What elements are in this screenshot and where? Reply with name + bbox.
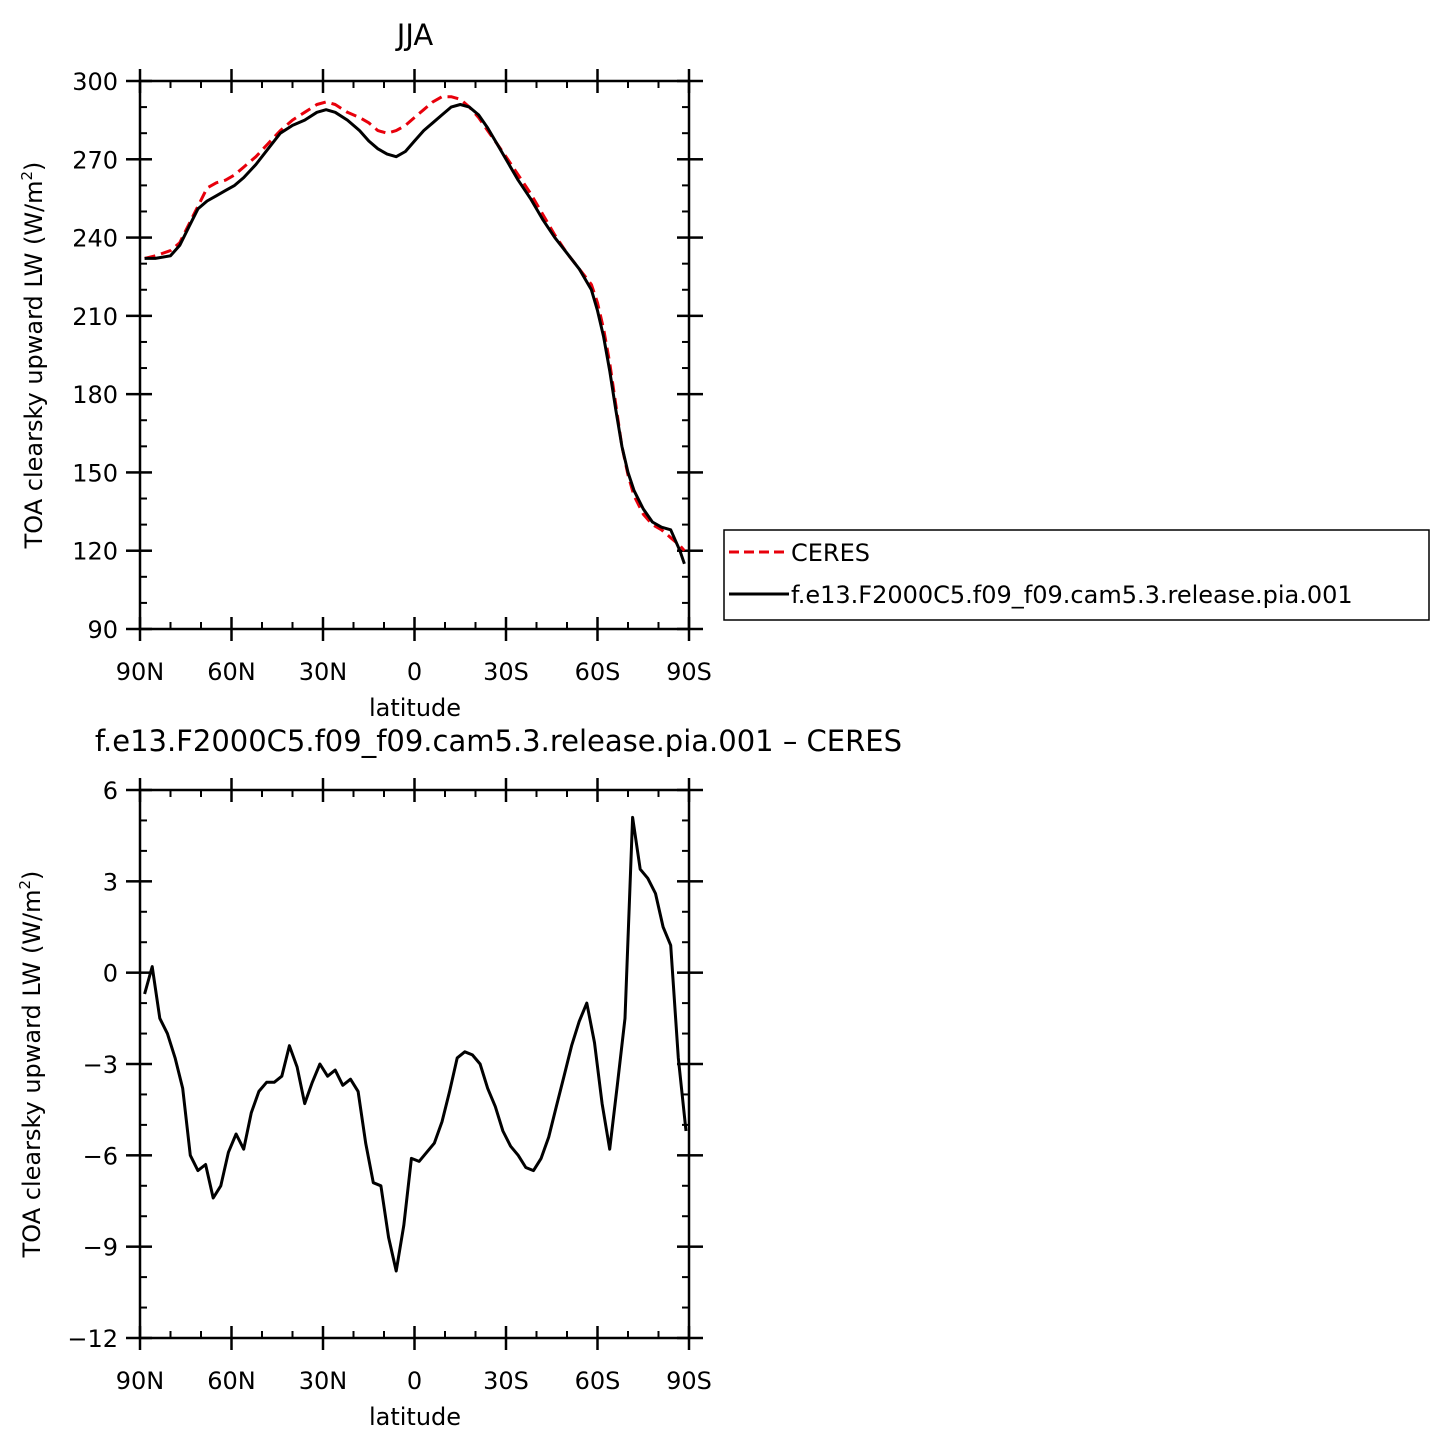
bottom-y-tick-label: −12 <box>67 1325 118 1353</box>
top-y-tick-label: 120 <box>72 538 118 566</box>
bottom-series-lines <box>143 815 688 1273</box>
bottom-panel: f.e13.F2000C5.f09_f09.cam5.3.release.pia… <box>16 724 902 1431</box>
legend: CERES f.e13.F2000C5.f09_f09.cam5.3.relea… <box>723 529 1430 621</box>
bottom-y-tick-label: −9 <box>83 1234 118 1262</box>
bottom-x-tick-label: 0 <box>407 1367 422 1395</box>
top-x-axis-label: latitude <box>369 694 461 722</box>
bottom-y-tick-label: −3 <box>83 1051 118 1079</box>
top-x-tick-label: 60S <box>575 658 621 686</box>
bottom-y-tick-label: −6 <box>83 1142 118 1170</box>
bottom-x-axis-label: latitude <box>369 1403 461 1431</box>
top-y-tick-label: 150 <box>72 459 118 487</box>
bottom-y-axis-label-main: TOA clearsky upward LW (W/m <box>18 889 46 1258</box>
bottom-x-tick-label: 30N <box>299 1367 348 1395</box>
legend-label-ceres: CERES <box>791 539 870 567</box>
bottom-y-tick-label: 6 <box>103 777 118 805</box>
top-y-tick-label: 180 <box>72 381 118 409</box>
top-x-tick-label: 60N <box>207 658 256 686</box>
top-x-tick-label: 0 <box>407 658 422 686</box>
top-panel: JJA 90N 60N 30N 0 30S 60S 90S 90 120 150 180 210 24… <box>18 18 712 722</box>
bottom-x-tick-label: 30S <box>483 1367 529 1395</box>
top-y-tick-label: 300 <box>72 68 118 96</box>
top-y-ticks <box>126 79 703 631</box>
bottom-x-tick-label: 90S <box>666 1367 712 1395</box>
top-series-line-ceres <box>144 95 686 552</box>
top-series-line-f <box>144 103 686 565</box>
bottom-y-tick-labels: −12 −9 −6 −3 0 3 6 <box>67 777 118 1353</box>
top-y-tick-labels: 90 120 150 180 210 240 270 300 <box>72 68 118 644</box>
top-chart-title: JJA <box>395 18 434 52</box>
legend-label-model: f.e13.F2000C5.f09_f09.cam5.3.release.pia… <box>791 581 1353 609</box>
legend-box <box>723 529 1430 621</box>
top-y-tick-label: 90 <box>87 616 118 644</box>
bottom-x-tick-labels: 90N 60N 30N 0 30S 60S 90S <box>116 1367 712 1395</box>
top-y-axis-label-main: TOA clearsky upward LW (W/m <box>20 180 48 549</box>
bottom-x-ticks <box>138 778 691 1350</box>
bottom-x-tick-label: 90N <box>116 1367 165 1395</box>
bottom-y-tick-label: 0 <box>103 960 118 988</box>
top-x-ticks <box>138 69 691 641</box>
top-x-tick-label: 90N <box>116 658 165 686</box>
bottom-y-tick-label: 3 <box>103 868 118 896</box>
top-y-tick-label: 240 <box>72 225 118 253</box>
top-x-tick-label: 90S <box>666 658 712 686</box>
top-y-axis-label-close: ) <box>20 162 48 171</box>
top-series-lines <box>144 95 686 565</box>
top-y-tick-label: 210 <box>72 303 118 331</box>
top-y-tick-label: 270 <box>72 146 118 174</box>
top-x-tick-label: 30S <box>483 658 529 686</box>
bottom-chart-title: f.e13.F2000C5.f09_f09.cam5.3.release.pia… <box>95 724 902 758</box>
bottom-y-axis-label-sup: 2 <box>16 880 34 890</box>
bottom-x-tick-label: 60N <box>207 1367 256 1395</box>
top-plot-frame <box>138 79 691 631</box>
bottom-x-tick-label: 60S <box>575 1367 621 1395</box>
bottom-y-axis-label-close: ) <box>18 871 46 880</box>
top-y-axis-label-sup: 2 <box>18 171 36 181</box>
bottom-y-ticks <box>126 788 703 1340</box>
bottom-y-axis-label: TOA clearsky upward LW (W/m2) <box>16 871 46 1259</box>
bottom-series-line-difference <box>143 815 688 1273</box>
top-x-tick-label: 30N <box>299 658 348 686</box>
top-x-tick-labels: 90N 60N 30N 0 30S 60S 90S <box>116 658 712 686</box>
bottom-plot-frame <box>138 788 691 1340</box>
top-y-axis-label: TOA clearsky upward LW (W/m2) <box>18 162 48 550</box>
